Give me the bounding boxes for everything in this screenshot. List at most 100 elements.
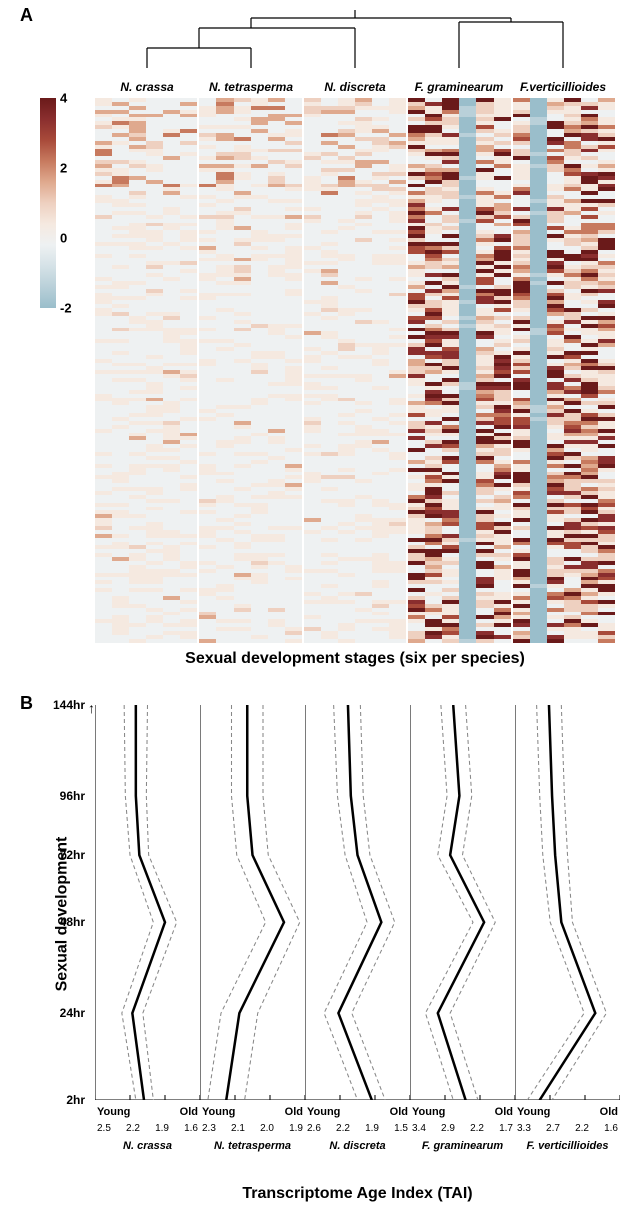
y-tick-label: 96hr [40,789,85,803]
heatmap-stage-column [95,98,112,643]
x-tick-label: 3.4 [412,1123,426,1134]
colorbar: 420-2 [40,98,56,308]
tai-xticks: 3.4 2.9 2.2 1.7 [410,1123,515,1134]
x-tick-label: 2.2 [336,1123,350,1134]
heatmap-stage-column [234,98,251,643]
heatmap-stage-column [459,98,476,643]
heatmap-stage-column [494,98,511,643]
x-tick-label: 1.9 [155,1123,169,1134]
x-tick-label: 2.0 [260,1123,274,1134]
heatmap-stage-column [581,98,598,643]
x-tick-label: 1.7 [499,1123,513,1134]
heatmap-stage-column [564,98,581,643]
y-tick-label: 144hr [40,698,85,712]
heatmap-stage-column [408,98,425,643]
heatmap-stage-column [425,98,442,643]
old-label: Old [285,1106,303,1118]
species-label: F.verticillioides [511,80,615,94]
heatmap-species-block [199,98,301,643]
heatmap-species-block [513,98,615,643]
x-tick-label: 2.7 [546,1123,560,1134]
y-tick-label: 2hr [40,1093,85,1107]
x-tick-label: 1.6 [604,1123,618,1134]
young-label: Young [307,1106,340,1118]
heatmap-stage-column [355,98,372,643]
x-tick-label: 2.2 [470,1123,484,1134]
young-label: Young [412,1106,445,1118]
heatmap-stage-column [513,98,530,643]
tai-plot: YoungOld2.62.21.91.5N. discreta [305,705,410,1100]
heatmap-stage-column [304,98,321,643]
colorbar-tick: 0 [60,231,67,246]
old-label: Old [600,1106,618,1118]
tai-xticks: 2.3 2.1 2.0 1.9 [200,1123,305,1134]
x-tick-label: 2.3 [202,1123,216,1134]
heatmap-stage-column [547,98,564,643]
heatmap-stage-column [598,98,615,643]
heatmap-stage-column [338,98,355,643]
x-tick-label: 1.9 [365,1123,379,1134]
x-tick-label: 2.5 [97,1123,111,1134]
heatmap-species-block [408,98,510,643]
x-tick-label: 2.1 [231,1123,245,1134]
tai-plot: YoungOld3.42.92.21.7F. graminearum [410,705,515,1100]
tai-plot: YoungOld3.32.72.21.6F. verticillioides [515,705,620,1100]
old-label: Old [390,1106,408,1118]
colorbar-tick: 2 [60,161,67,176]
tai-species-label: N. tetrasperma [200,1140,305,1152]
x-tick-label: 3.3 [517,1123,531,1134]
heatmap-stage-column [389,98,406,643]
x-tick-label: 2.2 [126,1123,140,1134]
heatmap-stage-column [321,98,338,643]
colorbar-tick: 4 [60,91,67,106]
x-tick-label: 2.2 [575,1123,589,1134]
y-tick-label: 24hr [40,1006,85,1020]
x-tick-label: 1.9 [289,1123,303,1134]
heatmap-stage-column [146,98,163,643]
species-label: N. crassa [95,80,199,94]
heatmap-stage-column [268,98,285,643]
panel-b-ylabel: Sexual development [54,717,72,1112]
heatmap-species-block [95,98,197,643]
y-tick-label: 72hr [40,848,85,862]
x-tick-label: 2.9 [441,1123,455,1134]
panel-a-label: A [20,5,33,26]
young-label: Young [202,1106,235,1118]
heatmap-stage-column [216,98,233,643]
heatmap-stage-column [129,98,146,643]
old-label: Old [180,1106,198,1118]
x-tick-label: 1.6 [184,1123,198,1134]
panel-a: 420-2 Sexual development stages (six per… [40,10,620,680]
heatmap-stage-column [442,98,459,643]
x-tick-label: 1.5 [394,1123,408,1134]
x-tick-label: 2.6 [307,1123,321,1134]
heatmap-stage-column [251,98,268,643]
tai-xticks: 2.5 2.2 1.9 1.6 [95,1123,200,1134]
tai-species-label: F. verticillioides [515,1140,620,1152]
colorbar-tick: -2 [60,301,72,316]
panel-a-xlabel: Sexual development stages (six per speci… [95,650,615,668]
tai-plots-row: YoungOld2.52.21.91.6N. crassa YoungOld2.… [95,705,620,1100]
panel-b: ↑ Sexual development 144hr96hr72hr48hr24… [40,705,620,1205]
heatmap-species-block [304,98,406,643]
heatmap-stage-column [372,98,389,643]
heatmap-stage-column [476,98,493,643]
heatmap [95,98,615,643]
heatmap-stage-column [285,98,302,643]
heatmap-stage-column [163,98,180,643]
y-tick-label: 48hr [40,915,85,929]
tai-species-label: N. crassa [95,1140,200,1152]
heatmap-stage-column [180,98,197,643]
tai-xticks: 3.3 2.7 2.2 1.6 [515,1123,620,1134]
tai-plot: YoungOld2.32.12.01.9N. tetrasperma [200,705,305,1100]
heatmap-stage-column [530,98,547,643]
panel-b-xlabel: Transcriptome Age Index (TAI) [95,1185,620,1203]
panel-b-label: B [20,693,33,714]
old-label: Old [495,1106,513,1118]
heatmap-stage-column [199,98,216,643]
tai-plot: YoungOld2.52.21.91.6N. crassa [95,705,200,1100]
y-axis-arrow-icon: ↑ [88,700,95,716]
dendrogram [95,10,615,80]
tai-xticks: 2.6 2.2 1.9 1.5 [305,1123,410,1134]
young-label: Young [517,1106,550,1118]
